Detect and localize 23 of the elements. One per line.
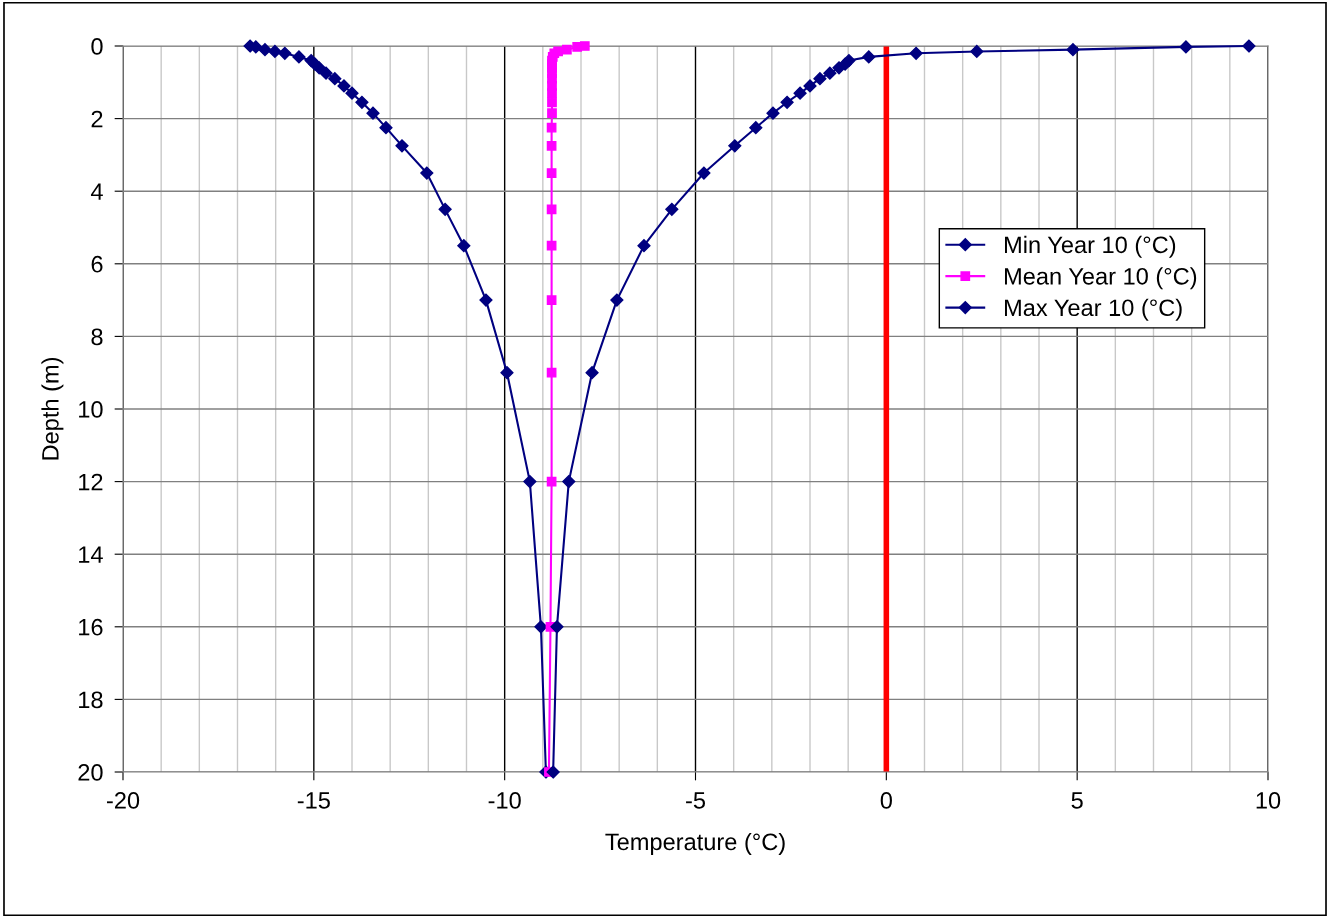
x-tick-label: -5	[686, 792, 706, 809]
x-tick-label: 0	[880, 792, 892, 809]
x-tick-label: -20	[106, 792, 140, 809]
y-tick-label: 6	[91, 255, 103, 273]
x-tick-label: -10	[488, 792, 521, 809]
y-axis-title: Depth (m)	[41, 357, 64, 460]
y-tick-label: 0	[91, 38, 103, 55]
legend-label: Min Year 10 (°C)	[1005, 235, 1176, 258]
y-tick-label: 16	[79, 618, 103, 636]
y-tick-label: 12	[79, 473, 103, 491]
y-tick-label: 18	[79, 691, 103, 709]
y-tick-label: 14	[79, 546, 103, 563]
x-tick-label: -15	[297, 792, 330, 809]
y-tick-label: 8	[91, 328, 103, 346]
legend-label: Max Year 10 (°C)	[1005, 298, 1182, 321]
x-tick-label: 5	[1071, 792, 1083, 809]
y-tick-label: 2	[91, 110, 103, 128]
legend-label: Mean Year 10 (°C)	[1005, 267, 1197, 290]
y-tick-label: 10	[79, 401, 103, 418]
y-tick-label: 4	[90, 183, 103, 200]
x-axis-title: Temperature (°C)	[605, 832, 785, 855]
y-tick-label: 20	[78, 764, 103, 781]
x-tick-label: 10	[1256, 792, 1281, 809]
